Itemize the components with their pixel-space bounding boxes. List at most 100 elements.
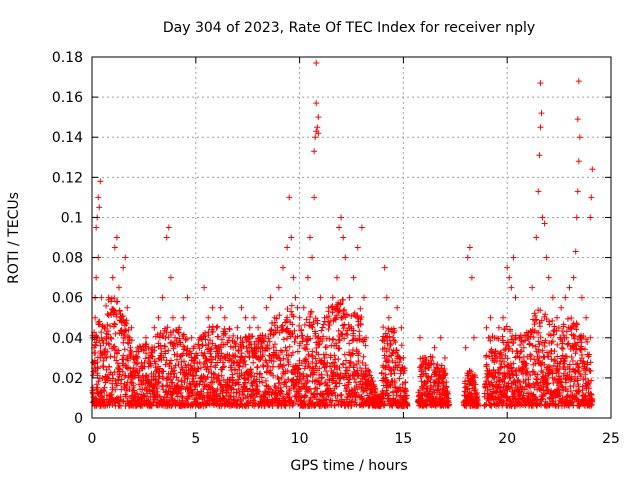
data-point <box>578 294 585 301</box>
noise-point <box>242 379 249 386</box>
noise-point <box>163 374 170 381</box>
noise-point <box>141 359 148 366</box>
data-point <box>169 314 176 321</box>
data-point <box>541 220 548 227</box>
noise-point <box>336 364 343 371</box>
data-point <box>93 224 100 231</box>
noise-point <box>300 335 307 342</box>
noise-point <box>380 324 387 331</box>
noise-point <box>115 377 122 384</box>
noise-point <box>209 328 216 335</box>
noise-point <box>254 363 261 370</box>
noise-point <box>171 370 178 377</box>
noise-point <box>348 351 355 358</box>
noise-point <box>316 340 323 347</box>
noise-point <box>280 362 287 369</box>
noise-point <box>312 363 319 370</box>
noise-point <box>201 350 208 357</box>
data-point <box>495 324 502 331</box>
noise-point <box>100 357 107 364</box>
data-point <box>250 314 257 321</box>
data-point <box>385 314 392 321</box>
noise-point <box>100 364 107 371</box>
noise-point <box>300 375 307 382</box>
noise-point <box>94 364 101 371</box>
chart-title: Day 304 of 2023, Rate Of TEC Index for r… <box>163 20 535 36</box>
noise-point <box>101 399 108 406</box>
noise-point <box>299 338 306 345</box>
noise-point <box>282 401 289 408</box>
noise-point <box>155 379 162 386</box>
noise-point <box>528 352 535 359</box>
data-point <box>180 314 187 321</box>
noise-point <box>123 317 130 324</box>
noise-point <box>291 338 298 345</box>
noise-point <box>118 386 125 393</box>
noise-point <box>324 372 331 379</box>
noise-point <box>278 388 285 395</box>
noise-point <box>122 372 129 379</box>
noise-point <box>151 358 158 365</box>
noise-point <box>261 338 268 345</box>
noise-point <box>143 372 150 379</box>
noise-point <box>145 373 152 380</box>
noise-point <box>184 375 191 382</box>
data-point <box>400 354 407 361</box>
noise-point <box>564 315 571 322</box>
data-point <box>109 274 116 281</box>
noise-point <box>228 389 235 396</box>
noise-point <box>573 326 580 333</box>
noise-point <box>283 383 290 390</box>
noise-point <box>170 340 177 347</box>
noise-point <box>243 385 250 392</box>
data-point <box>574 188 581 195</box>
data-point <box>111 244 118 251</box>
noise-point <box>330 359 337 366</box>
noise-point <box>294 348 301 355</box>
noise-point <box>284 325 291 332</box>
noise-point <box>174 381 181 388</box>
noise-point <box>483 352 490 359</box>
noise-point <box>270 358 277 365</box>
noise-point <box>94 359 101 366</box>
noise-point <box>264 342 271 349</box>
noise-point <box>116 308 123 315</box>
noise-point <box>304 346 311 353</box>
noise-point <box>282 344 289 351</box>
noise-point <box>218 372 225 379</box>
noise-point <box>247 366 254 373</box>
noise-point <box>189 401 196 408</box>
data-point <box>313 60 320 67</box>
noise-point <box>108 391 115 398</box>
noise-point <box>303 373 310 380</box>
data-point <box>545 274 552 281</box>
noise-point <box>111 354 118 361</box>
data-point <box>570 274 577 281</box>
data-point <box>113 234 120 241</box>
noise-point <box>541 354 548 361</box>
noise-point <box>304 378 311 385</box>
noise-point <box>271 341 278 348</box>
data-point <box>98 294 105 301</box>
noise-point <box>178 378 185 385</box>
noise-point <box>278 375 285 382</box>
noise-point <box>288 308 295 315</box>
noise-point <box>202 330 209 337</box>
noise-point <box>301 321 308 328</box>
noise-point <box>219 387 226 394</box>
noise-point <box>165 347 172 354</box>
noise-point <box>297 385 304 392</box>
data-point <box>487 314 494 321</box>
noise-point <box>202 336 209 343</box>
noise-point <box>248 333 255 340</box>
noise-point <box>323 343 330 350</box>
data-point <box>383 294 390 301</box>
noise-point <box>104 321 111 328</box>
data-point <box>360 294 367 301</box>
noise-point <box>128 349 135 356</box>
noise-point <box>167 385 174 392</box>
noise-point <box>265 363 272 370</box>
noise-point <box>344 367 351 374</box>
noise-point <box>286 343 293 350</box>
noise-point <box>276 312 283 319</box>
